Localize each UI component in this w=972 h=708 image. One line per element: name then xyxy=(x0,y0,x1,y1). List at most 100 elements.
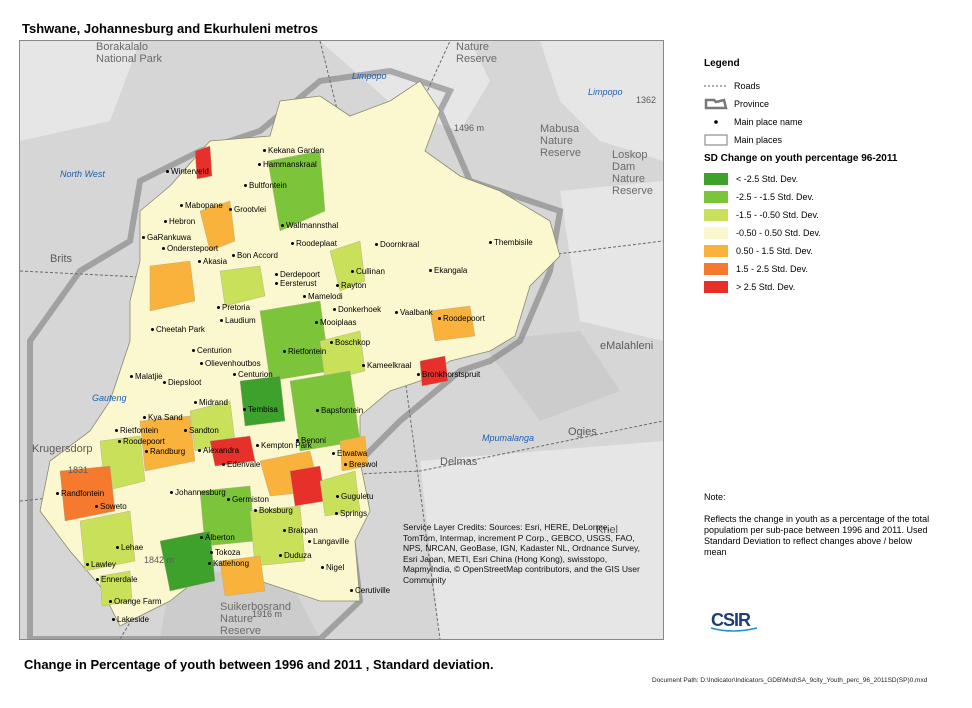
legend-title: Legend xyxy=(704,58,740,69)
sd-swatch xyxy=(704,173,728,185)
reserve-label: Suikerbosrand Nature Reserve xyxy=(220,601,291,637)
sd-legend-title: SD Change on youth percentage 96-2011 xyxy=(704,153,898,164)
figure-caption: Change in Percentage of youth between 19… xyxy=(24,657,494,672)
sd-class-label: < -2.5 Std. Dev. xyxy=(736,174,799,184)
elevation-label: 1842 m xyxy=(144,555,175,565)
elevation-label: 1362 xyxy=(636,95,657,105)
note-title: Note: xyxy=(704,492,726,502)
place-label: Alberton xyxy=(200,533,235,542)
place-label: Mooiplaas xyxy=(315,318,356,327)
note-body: Reflects the change in youth as a percen… xyxy=(704,514,930,557)
place-label: Rietfontein xyxy=(283,347,326,356)
town-label: eMalahleni xyxy=(600,340,654,352)
place-label: Ekangala xyxy=(429,266,467,275)
place-label: Sandton xyxy=(184,426,219,435)
place-label: Germiston xyxy=(227,495,269,504)
place-label: Boschkop xyxy=(330,338,370,347)
reserve-label: Loskop Dam Nature Reserve xyxy=(612,149,653,197)
place-label: Derdepoort xyxy=(275,270,320,279)
place-label: Hebron xyxy=(164,217,195,226)
legend-item-roads: Roads xyxy=(704,77,964,95)
place-label: Centurion xyxy=(192,346,232,355)
sd-swatch xyxy=(704,209,728,221)
place-label: Springs xyxy=(335,509,367,518)
region-label: Mpumalanga xyxy=(482,433,535,443)
place-label: GaRankuwa xyxy=(142,233,191,242)
sd-swatch xyxy=(704,245,728,257)
place-label: Roodeplaat xyxy=(291,239,337,248)
place-dot-icon xyxy=(704,116,728,128)
sd-swatch xyxy=(704,263,728,275)
place-label: Edenvale xyxy=(222,460,260,469)
map-view[interactable]: Borakalalo National Park Mabusa Nature R… xyxy=(19,40,664,640)
sd-class-row: 0.50 - 1.5 Std. Dev. xyxy=(704,242,964,260)
place-label: Grootvlei xyxy=(229,205,266,214)
sd-class-row: -0.50 - 0.50 Std. Dev. xyxy=(704,224,964,242)
place-label: Laudium xyxy=(220,316,256,325)
town-label: Krugersdorp xyxy=(32,443,93,455)
place-label: Kya Sand xyxy=(143,413,183,422)
place-label: Tokoza xyxy=(210,548,240,557)
place-label: Olievenhoutbos xyxy=(200,359,261,368)
place-label: Lehae xyxy=(116,543,143,552)
legend-item-main-place-name: Main place name xyxy=(704,113,964,131)
place-label: Thembisile xyxy=(489,238,533,247)
place-label: Duduza xyxy=(279,551,312,560)
place-label: Mamelodi xyxy=(303,292,343,301)
place-label: Bapsfontein xyxy=(316,406,363,415)
region-label: Gauteng xyxy=(92,393,127,403)
legend-panel: Legend Roads Province Main place name Ma… xyxy=(704,58,964,296)
place-label: Lawley xyxy=(86,560,116,569)
place-label: Hammanskraal xyxy=(258,160,317,169)
place-label: Mabopane xyxy=(180,201,223,210)
sd-class-label: -2.5 - -1.5 Std. Dev. xyxy=(736,192,814,202)
reserve-label: Mabusa Nature Reserve xyxy=(540,123,581,159)
place-label: Katlehong xyxy=(208,559,249,568)
roads-line-icon xyxy=(704,80,728,92)
sd-class-label: 1.5 - 2.5 Std. Dev. xyxy=(736,264,808,274)
map-title: Tshwane, Johannesburg and Ekurhuleni met… xyxy=(22,21,318,36)
csir-logo-text: CSIR xyxy=(711,610,751,630)
sd-class-label: -1.5 - -0.50 Std. Dev. xyxy=(736,210,819,220)
place-label: Vaalbank xyxy=(395,308,433,317)
sd-swatch xyxy=(704,191,728,203)
place-label: Rayton xyxy=(336,281,366,290)
sd-class-row: -1.5 - -0.50 Std. Dev. xyxy=(704,206,964,224)
sd-class-row: > 2.5 Std. Dev. xyxy=(704,278,964,296)
sd-class-row: 1.5 - 2.5 Std. Dev. xyxy=(704,260,964,278)
elevation-label: 1916 m xyxy=(252,609,283,619)
place-label: Eersterust xyxy=(275,279,316,288)
reserve-label: Borakalalo National Park xyxy=(96,41,163,65)
elevation-label: 1831 xyxy=(68,465,89,475)
town-label: Brits xyxy=(50,253,72,265)
csir-logo: CSIR xyxy=(707,604,767,640)
place-label: Donkerhoek xyxy=(333,305,381,314)
place-label: Rietfontein xyxy=(115,426,158,435)
place-label: Kameelkraal xyxy=(362,361,411,370)
place-label: Tembisa xyxy=(243,405,278,414)
sd-class-row: -2.5 - -1.5 Std. Dev. xyxy=(704,188,964,206)
place-label: Nigel xyxy=(321,563,344,572)
place-label: Guguletu xyxy=(336,492,373,501)
legend-item-label: Main place name xyxy=(734,117,803,127)
place-label: Onderstepoort xyxy=(162,244,218,253)
place-label: Malatjie xyxy=(130,372,163,381)
place-label: Johannesburg xyxy=(170,488,226,497)
sd-class-label: > 2.5 Std. Dev. xyxy=(736,282,796,292)
place-label: Ennerdale xyxy=(96,575,137,584)
place-label: Kekana Garden xyxy=(263,146,324,155)
place-label: Boksburg xyxy=(254,506,293,515)
sd-class-row: < -2.5 Std. Dev. xyxy=(704,170,964,188)
place-label: Soweto xyxy=(95,502,127,511)
sd-swatch xyxy=(704,281,728,293)
place-label: Akasia xyxy=(198,257,227,266)
place-label: Randfontein xyxy=(56,489,104,498)
region-label: Limpopo xyxy=(352,71,387,81)
province-outline-icon xyxy=(704,98,728,110)
region-label: North West xyxy=(60,169,105,179)
sd-class-label: 0.50 - 1.5 Std. Dev. xyxy=(736,246,813,256)
place-label: Centurion xyxy=(233,370,273,379)
elevation-label: 1496 m xyxy=(454,123,485,133)
town-label: Kriel xyxy=(596,524,619,536)
place-label: Cullinan xyxy=(351,267,385,276)
